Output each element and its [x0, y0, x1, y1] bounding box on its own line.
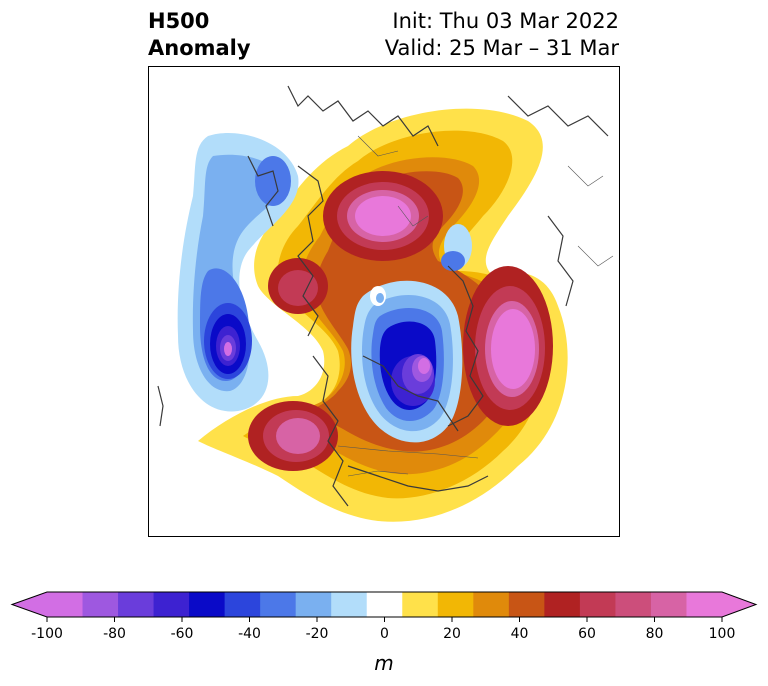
colorbar-tick-label: 60 [578, 626, 596, 642]
colorbar-tick-label: 80 [646, 626, 664, 642]
coastlines [157, 85, 609, 507]
colorbar-tick-label: -20 [306, 626, 329, 642]
colorbar-segment [118, 592, 155, 617]
title-variable: H500 [148, 9, 210, 33]
colorbar-segment [650, 592, 687, 617]
colorbar-segment [260, 592, 297, 617]
colorbar-label: m [374, 651, 393, 675]
colorbar-segment [473, 592, 510, 617]
colorbar-tick-label: -60 [171, 626, 194, 642]
negative-lobe-central [351, 224, 472, 443]
positive-lobes [248, 171, 553, 471]
title-field: Anomaly [148, 36, 251, 60]
colorbar-segment [153, 592, 190, 617]
colorbar-segment [544, 592, 581, 617]
colorbar-ticks: -100 -80 -60 -40 -20 0 20 40 60 80 100 [31, 617, 735, 642]
colorbar-segment [579, 592, 616, 617]
anomaly-map [148, 66, 620, 537]
colorbar-segment [82, 592, 119, 617]
colorbar-segment [189, 592, 226, 617]
colorbar-segment [437, 592, 474, 617]
colorbar-extend-min [12, 592, 47, 617]
colorbar-segment [331, 592, 368, 617]
colorbar-segment [402, 592, 439, 617]
map-frame [148, 66, 620, 537]
colorbar-segment [295, 592, 332, 617]
colorbar-segment [615, 592, 652, 617]
colorbar-segment [508, 592, 545, 617]
colorbar-tick-label: -80 [103, 626, 126, 642]
colorbar-extend-max [722, 592, 756, 617]
colorbar-segments [10, 591, 758, 618]
colorbar-tick-label: 100 [709, 626, 736, 642]
colorbar-segment [224, 592, 261, 617]
title-valid-range: Valid: 25 Mar – 31 Mar [384, 36, 619, 60]
colorbar-segment [47, 592, 84, 617]
colorbar-tick-label: 20 [443, 626, 461, 642]
title-init-date: Init: Thu 03 Mar 2022 [392, 9, 619, 33]
colorbar-tick-label: -100 [31, 626, 63, 642]
colorbar-tick-label: -40 [238, 626, 261, 642]
anomaly-contours [177, 108, 568, 522]
colorbar-tick-label: 0 [380, 626, 389, 642]
colorbar-segment [366, 592, 403, 617]
chart-title-right: Init: Thu 03 Mar 2022 Valid: 25 Mar – 31… [385, 8, 619, 62]
colorbar-segment [686, 592, 723, 617]
borders [337, 135, 614, 477]
chart-title-left: H500 Anomaly [148, 8, 251, 62]
colorbar-tick-label: 40 [511, 626, 529, 642]
colorbar: -100 -80 -60 -40 -20 0 20 40 60 80 100 m [10, 591, 758, 675]
